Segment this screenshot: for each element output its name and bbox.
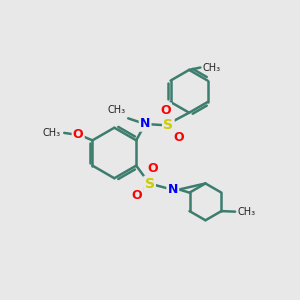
Text: CH₃: CH₃ [202,62,220,73]
Text: CH₃: CH₃ [107,105,125,116]
Text: O: O [147,162,158,175]
Text: O: O [132,188,142,202]
Text: O: O [73,128,83,141]
Text: CH₃: CH₃ [43,128,61,138]
Text: N: N [140,118,150,130]
Text: O: O [160,103,171,116]
Text: CH₃: CH₃ [238,207,256,217]
Text: N: N [168,183,178,196]
Text: S: S [145,177,154,191]
Text: O: O [173,131,184,145]
Text: S: S [163,118,173,133]
